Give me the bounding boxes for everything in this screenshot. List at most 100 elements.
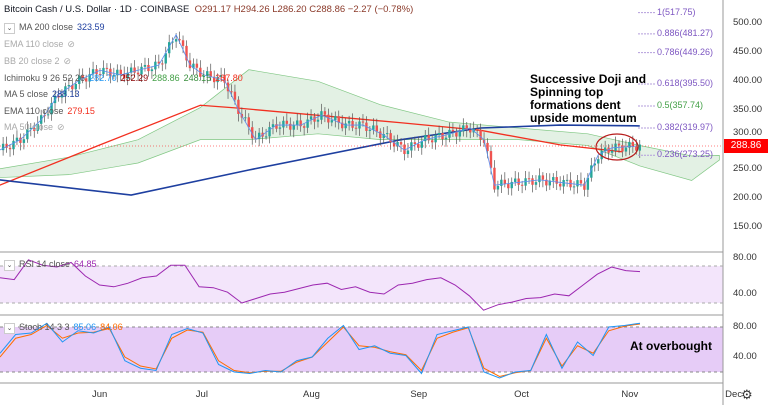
candle-body [150, 69, 154, 72]
candle-body [372, 125, 375, 130]
candle-body [489, 151, 493, 168]
rsi-value: 64.85 [74, 259, 97, 269]
candle-body [520, 184, 524, 186]
ma200-value: 323.59 [77, 22, 105, 32]
collapse-icon[interactable]: ⌄ [4, 23, 15, 34]
candle-body [105, 67, 109, 69]
candle-body [8, 147, 12, 150]
candle-body [171, 41, 174, 43]
candle-body [500, 179, 503, 186]
candle-body [514, 178, 517, 182]
legend-ema110[interactable]: EMA 110 close 279.15 [4, 106, 99, 116]
candle-body [296, 120, 299, 126]
ma50-label: MA 50 close [4, 122, 54, 132]
candle-body [230, 91, 233, 93]
ohlc-close: C288.86 [309, 4, 346, 15]
candle-body [91, 69, 95, 75]
candle-body [527, 178, 531, 180]
fib-level-label: 0.5(357.74) [657, 99, 704, 110]
legend-stoch[interactable]: ⌄ Stoch 14 3 3 85.06 84.06 [4, 322, 127, 334]
candle-body [36, 123, 39, 131]
candle-body [43, 115, 46, 117]
price-tick: 500.00 [733, 17, 763, 28]
candle-body [503, 179, 507, 185]
fib-level-label: 0.382(319.97) [657, 122, 714, 132]
candle-body [206, 71, 209, 76]
rsi-tick: 80.00 [733, 252, 757, 263]
candle-body [64, 86, 67, 96]
candle-body [1, 143, 5, 151]
candle-body [417, 143, 420, 148]
candle-body [292, 125, 295, 130]
candle-body [129, 67, 133, 73]
candle-body [98, 74, 102, 76]
candle-body [212, 76, 216, 83]
candle-body [385, 133, 389, 135]
collapse-icon[interactable]: ⌄ [4, 323, 15, 334]
fib-level-label: 1(517.75) [657, 6, 696, 17]
candle-body [354, 127, 358, 129]
candle-body [12, 140, 15, 150]
legend-ma5[interactable]: MA 5 close 288.13 [4, 89, 84, 99]
candle-body [278, 127, 282, 129]
candle-body [558, 183, 562, 187]
candle-body [517, 178, 520, 185]
candle-body [143, 64, 147, 67]
eye-hidden-icon[interactable]: ⊘ [63, 56, 72, 66]
legend-ichimoku[interactable]: Ichimoku 9 26 52 26 282.70 252.29 288.86 248… [4, 73, 247, 83]
candle-body [264, 136, 268, 138]
candle-body [375, 125, 378, 132]
ema110-line [0, 104, 623, 186]
candle-body [327, 114, 330, 123]
candle-body [306, 119, 309, 128]
candle-body [323, 111, 327, 115]
annotation-overbought: At overbought [630, 339, 712, 353]
rsi-tick: 40.00 [733, 288, 757, 299]
candle-body [302, 126, 306, 128]
candle-body [586, 177, 590, 190]
candle-body [299, 120, 302, 127]
candle-body [185, 45, 188, 61]
candle-body [507, 184, 510, 189]
collapse-icon[interactable]: ⌄ [4, 260, 15, 271]
candle-body [545, 179, 548, 186]
candle-body [309, 116, 313, 120]
ichimoku-v3: 288.86 [152, 73, 180, 83]
candle-body [396, 142, 399, 147]
candle-body [271, 124, 275, 128]
eye-hidden-icon[interactable]: ⊘ [67, 39, 75, 49]
legend-rsi[interactable]: ⌄ RSI 14 close 64.85 [4, 259, 101, 271]
candle-body [209, 71, 212, 77]
candle-body [406, 150, 410, 155]
candle-body [510, 181, 513, 189]
settings-gear-icon[interactable]: ⚙ [741, 387, 753, 402]
candle-body [282, 120, 285, 128]
symbol-title: Bitcoin Cash / U.S. Dollar · 1D · COINBA… [4, 4, 190, 15]
candle-body [133, 67, 136, 73]
legend-ma50[interactable]: MA 50 close ⊘ [4, 122, 69, 133]
candle-body [576, 180, 579, 187]
candle-body [285, 120, 289, 124]
candle-body [88, 74, 91, 82]
legend-ma200[interactable]: ⌄ MA 200 close 323.59 [4, 22, 109, 34]
candle-body [233, 91, 237, 100]
fib-level-label: 0.886(481.27) [657, 27, 714, 38]
candle-body [237, 99, 240, 114]
candle-body [334, 116, 337, 121]
candle-body [341, 122, 344, 129]
ohlc-open: O291.17 [194, 4, 232, 15]
candle-body [413, 142, 417, 144]
candle-body [534, 182, 538, 185]
eye-hidden-icon[interactable]: ⊘ [57, 122, 65, 132]
candle-body [126, 72, 129, 79]
candle-body [275, 124, 278, 129]
candle-body [465, 125, 468, 130]
candle-body [33, 127, 36, 131]
legend-ema110-hidden[interactable]: EMA 110 close ⊘ [4, 39, 79, 50]
legend-bb[interactable]: BB 20 close 2 ⊘ [4, 56, 75, 67]
price-tick: 350.00 [733, 104, 763, 116]
ichimoku-v5: 267.80 [215, 73, 243, 83]
candle-body [202, 75, 205, 77]
stoch-k-line [0, 322, 641, 379]
